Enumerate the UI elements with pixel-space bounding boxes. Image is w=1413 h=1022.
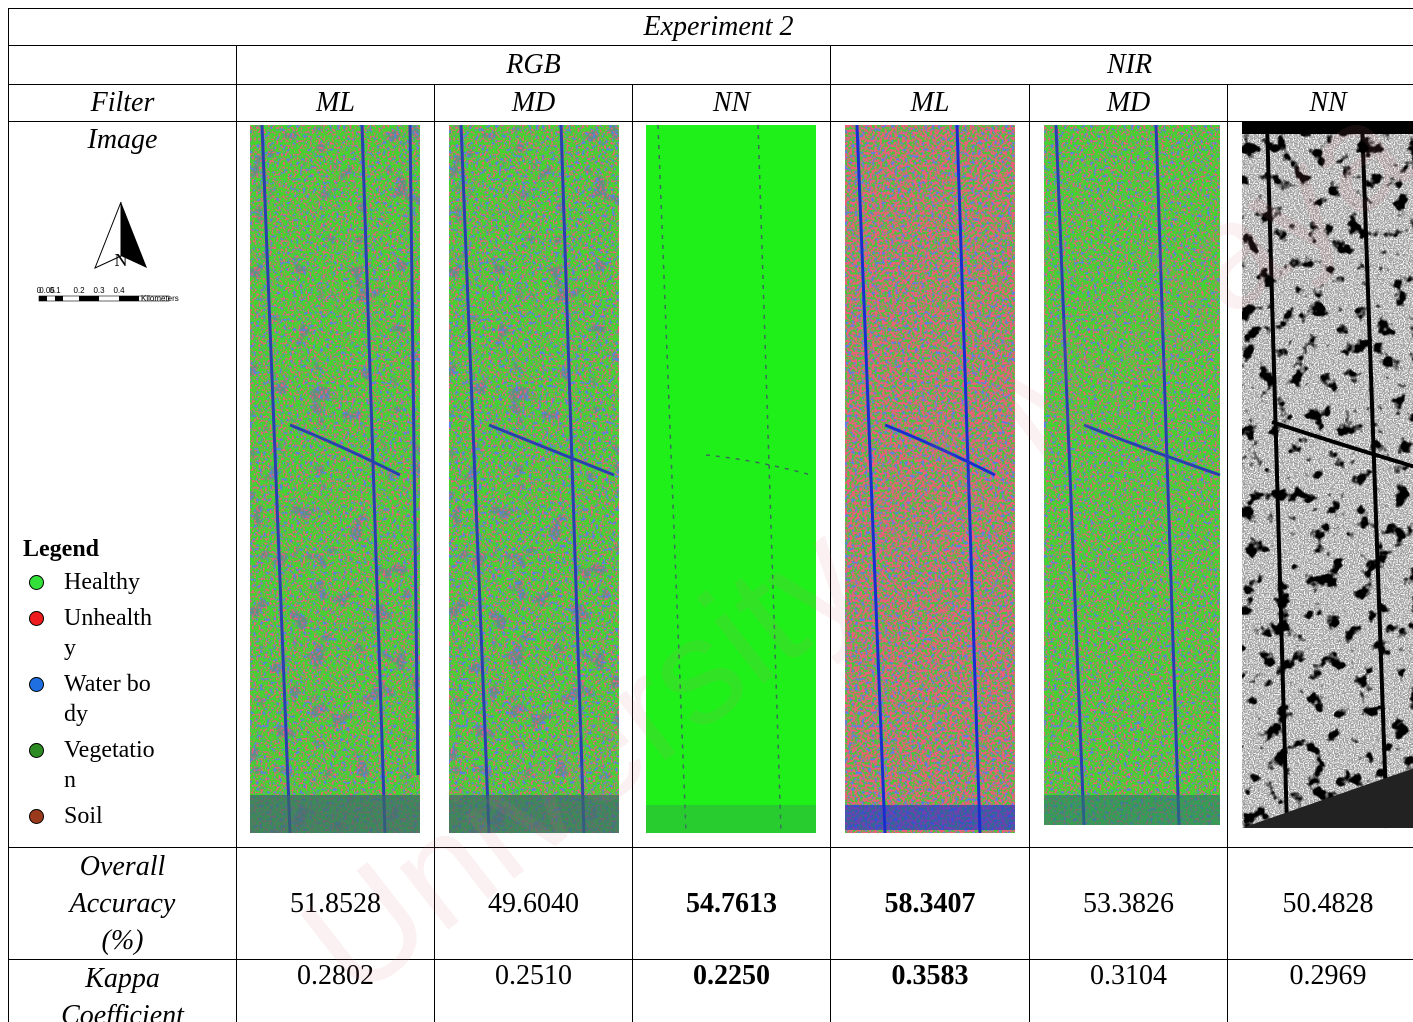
legend-swatch bbox=[29, 743, 44, 758]
filter-header: NN bbox=[1228, 85, 1413, 122]
empty-cell bbox=[9, 46, 237, 85]
filter-header: MD bbox=[1030, 85, 1228, 122]
value-cell: 0.3104 bbox=[1030, 960, 1228, 1022]
group-header: NIR bbox=[831, 46, 1413, 85]
classified-image bbox=[237, 122, 435, 839]
value-cell: 51.8528 bbox=[237, 848, 435, 960]
classified-image bbox=[435, 122, 633, 839]
value-cell: 0.3583 bbox=[831, 960, 1030, 1022]
filter-header: ML bbox=[237, 85, 435, 122]
row-label: Overall Accuracy (%) bbox=[9, 848, 237, 960]
row-label: Filter bbox=[9, 85, 237, 122]
scale-label: 0.2 bbox=[73, 286, 85, 295]
row-label: Image bbox=[9, 124, 236, 156]
table-title: Experiment 2 bbox=[9, 9, 1413, 46]
legend-swatch bbox=[29, 809, 44, 824]
image-cell bbox=[1030, 122, 1228, 848]
image-cell bbox=[435, 122, 633, 848]
north-label: N bbox=[115, 250, 128, 270]
scale-label: 0.4 bbox=[113, 286, 125, 295]
classified-image bbox=[1030, 122, 1228, 839]
image-cell bbox=[237, 122, 435, 848]
scale-label: 0.1 bbox=[49, 286, 61, 295]
page: Experiment 2 RGBNIR Filter ML MD NN ML M… bbox=[0, 0, 1413, 1022]
row-label-text: Kappa Coefficient bbox=[43, 960, 203, 1022]
legend-item: Unhealthy bbox=[23, 603, 159, 663]
value-cell: 50.4828 bbox=[1228, 848, 1413, 960]
classified-image bbox=[1228, 122, 1413, 839]
legend-item: Water body bbox=[23, 669, 159, 729]
legend-title: Legend bbox=[23, 536, 159, 563]
legend-swatch bbox=[29, 611, 44, 626]
legend-item: Healthy bbox=[23, 567, 159, 597]
value-cell: 0.2969 bbox=[1228, 960, 1413, 1022]
classified-image bbox=[633, 122, 831, 839]
value-cell: 0.2802 bbox=[237, 960, 435, 1022]
value-cell: 54.7613 bbox=[633, 848, 831, 960]
group-header: RGB bbox=[237, 46, 831, 85]
image-cell bbox=[831, 122, 1030, 848]
value-cell: 49.6040 bbox=[435, 848, 633, 960]
legend-label: Unhealthy bbox=[64, 603, 159, 663]
legend-label: Soil bbox=[64, 801, 159, 831]
value-cell: 0.2510 bbox=[435, 960, 633, 1022]
scale-label: 0.3 bbox=[93, 286, 105, 295]
legend-swatch bbox=[29, 575, 44, 590]
legend-item: Vegetation bbox=[23, 735, 159, 795]
image-cell bbox=[1228, 122, 1413, 848]
filter-header: ML bbox=[831, 85, 1030, 122]
filter-header: NN bbox=[633, 85, 831, 122]
image-cell bbox=[633, 122, 831, 848]
legend-swatch bbox=[29, 677, 44, 692]
value-cell: 0.2250 bbox=[633, 960, 831, 1022]
legend-label: Vegetation bbox=[64, 735, 159, 795]
legend-label: Healthy bbox=[64, 567, 159, 597]
legend-label: Water body bbox=[64, 669, 159, 729]
filter-header: MD bbox=[435, 85, 633, 122]
classified-image bbox=[831, 122, 1029, 839]
scale-unit: Kilometers bbox=[141, 294, 179, 303]
row-label: Kappa Coefficient bbox=[9, 960, 237, 1022]
value-cell: 53.3826 bbox=[1030, 848, 1228, 960]
value-cell: 58.3407 bbox=[831, 848, 1030, 960]
row-label-text: Overall Accuracy (%) bbox=[68, 848, 178, 959]
legend-item: Soil bbox=[23, 801, 159, 831]
